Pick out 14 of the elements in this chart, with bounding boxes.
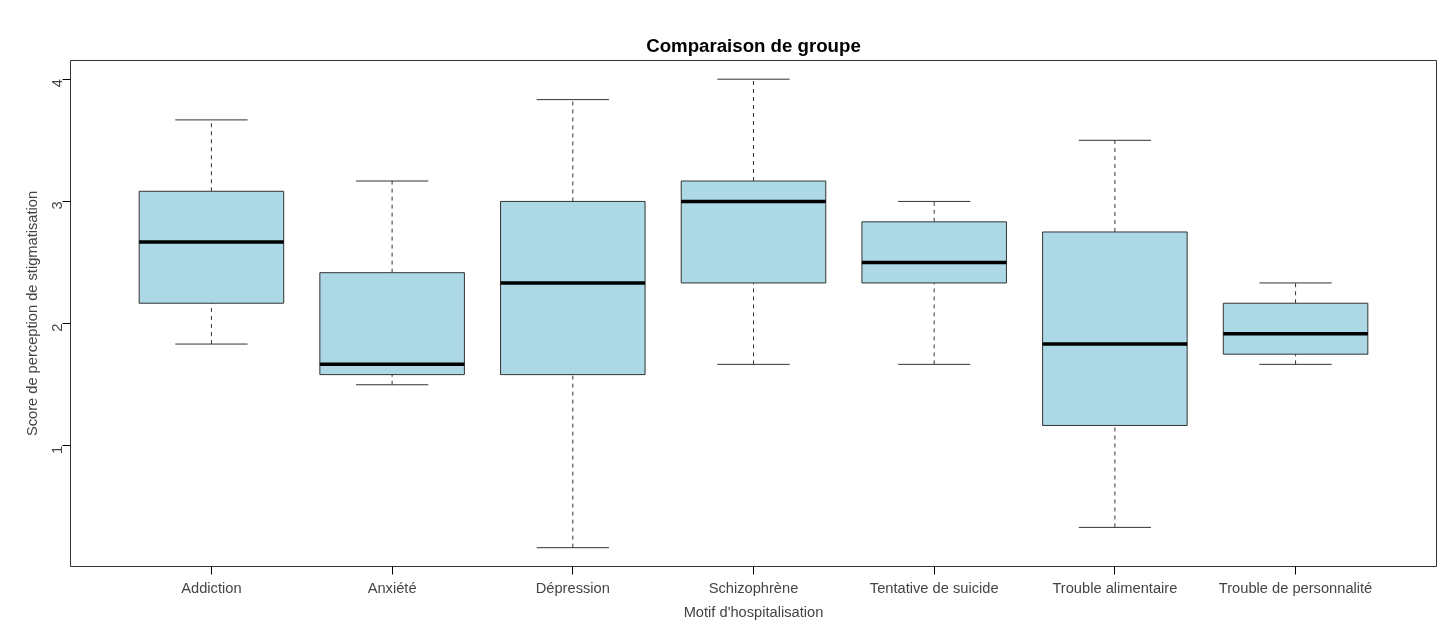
x-tick-label: Dépression (535, 579, 610, 596)
x-tick-label: Anxiété (367, 579, 417, 596)
x-tick-label: Trouble de personnalité (1218, 579, 1373, 596)
y-tick-label: 4 (49, 79, 66, 88)
chart-title: Comparaison de groupe (646, 34, 861, 56)
x-tick-label: Tentative de suicide (869, 579, 999, 596)
y-tick-label: 2 (49, 323, 66, 332)
x-tick-label: Schizophrène (708, 579, 799, 596)
y-axis-title: Score de perception de stigmatisation (23, 190, 40, 437)
y-tick-label: 1 (49, 445, 66, 455)
x-tick-label: Addiction (181, 579, 242, 596)
x-tick-label: Trouble alimentaire (1052, 579, 1178, 596)
x-axis-title: Motif d'hospitalisation (683, 603, 824, 620)
y-tick-label: 3 (49, 201, 66, 210)
